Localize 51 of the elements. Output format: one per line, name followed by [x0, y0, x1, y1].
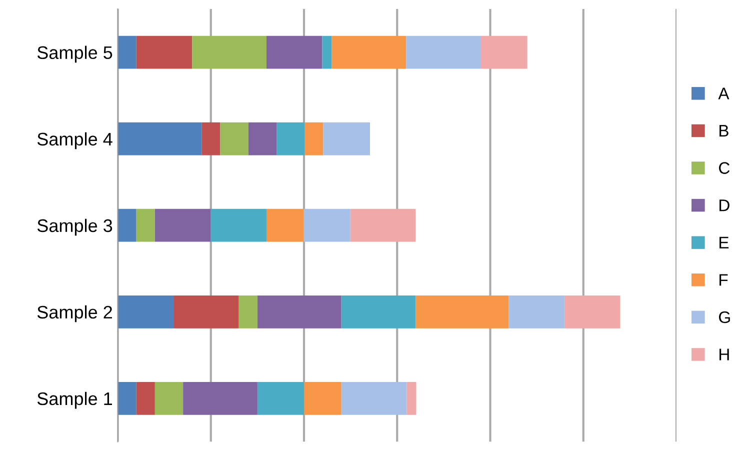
- bar: [183, 382, 258, 415]
- bar: [118, 295, 174, 328]
- legend-label: C: [719, 162, 730, 174]
- bar: [174, 295, 239, 328]
- bar: [341, 382, 407, 415]
- bar: [416, 295, 509, 328]
- legend-label: F: [720, 274, 728, 286]
- legend-label: A: [718, 88, 730, 100]
- bar: [202, 122, 220, 156]
- legend-label: H: [720, 348, 729, 360]
- bar: [257, 295, 342, 328]
- y-tick-label: Sample 5: [37, 46, 112, 63]
- bar: [322, 36, 332, 69]
- legend-label: B: [720, 125, 728, 136]
- bar: [406, 36, 481, 69]
- bar: [136, 208, 155, 242]
- bar: [192, 36, 266, 69]
- bar: [564, 295, 620, 328]
- bar: [118, 382, 136, 415]
- bar: [304, 382, 342, 415]
- y-tick-label: Sample 1: [37, 392, 112, 409]
- y-tick-label: Sample 2: [37, 305, 112, 322]
- bar: [304, 122, 324, 156]
- bar: [154, 382, 184, 415]
- bar: [480, 36, 528, 69]
- bar: [323, 122, 370, 156]
- bar: [136, 36, 192, 69]
- bar: [136, 382, 155, 415]
- bar: [248, 122, 277, 156]
- bar: [257, 382, 304, 415]
- bar: [332, 36, 406, 69]
- bar: [154, 208, 211, 242]
- legend-label: G: [719, 311, 730, 324]
- y-tick-label: Sample 3: [37, 218, 112, 236]
- legend-label: D: [720, 200, 730, 212]
- bar: [118, 122, 202, 156]
- bar: [350, 208, 416, 242]
- bar: [266, 36, 322, 69]
- y-tick-label: Sample 4: [37, 132, 112, 150]
- bar: [276, 122, 305, 156]
- bar: [304, 208, 350, 242]
- legend-label: E: [720, 236, 729, 248]
- bar: [266, 208, 304, 242]
- bar: [238, 295, 258, 328]
- bar: [220, 122, 248, 156]
- bar: [406, 382, 416, 415]
- bar: [210, 208, 266, 242]
- bar: [118, 208, 136, 242]
- bar: [341, 295, 416, 328]
- bar: [118, 36, 136, 69]
- bar: [508, 295, 564, 328]
